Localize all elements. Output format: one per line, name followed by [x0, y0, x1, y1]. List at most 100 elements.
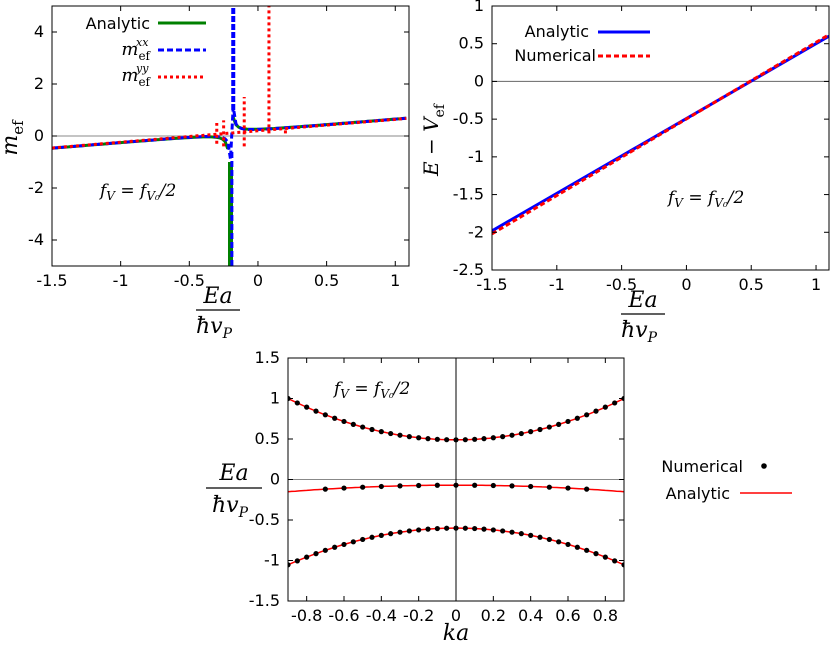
y-tick-label: 0 — [474, 71, 484, 90]
numerical-point — [584, 547, 590, 553]
x-tick-label: 0.6 — [555, 606, 580, 625]
numerical-point — [322, 547, 328, 553]
numerical-point — [397, 483, 403, 489]
numerical-point — [500, 528, 506, 534]
numerical-point — [546, 484, 552, 490]
x-tick-label: -0.4 — [366, 606, 397, 625]
y-tick-label: -4 — [28, 230, 44, 249]
numerical-point — [602, 404, 608, 410]
numerical-point — [528, 429, 534, 435]
numerical-point — [565, 541, 571, 548]
y-tick-label: -0.5 — [249, 510, 280, 529]
panel-meff: -1.5 -1 -0.5 0 0.5 1 4 2 0 -2 -4 mef Ea ħvP fV = f… — [0, 5, 410, 342]
y-tick-label: 0.5 — [255, 429, 280, 448]
x-tick-label: -1.5 — [476, 275, 507, 294]
numerical-point — [556, 539, 562, 545]
numerical-point — [593, 551, 599, 557]
numerical-point — [294, 558, 300, 564]
numerical-point — [490, 527, 496, 533]
panel-bands-annotation: fV = fV₀/2 — [332, 379, 410, 401]
x-tick-label: -0.5 — [606, 275, 637, 294]
panel-meff-annotation: fV = fV₀/2 — [98, 181, 176, 203]
numerical-point — [565, 418, 571, 425]
numerical-point — [294, 400, 300, 406]
svg-text:Analytic: Analytic — [86, 14, 150, 33]
y-tick-label: 1.5 — [255, 348, 280, 367]
numerical-point — [304, 554, 310, 560]
panel-energy-legend: Analytic Numerical — [514, 22, 650, 65]
x-tick-label: -1 — [113, 271, 129, 290]
x-tick-label: -0.8 — [291, 606, 322, 625]
numerical-point — [612, 558, 618, 564]
y-tick-label: -2.5 — [453, 260, 484, 279]
numerical-point — [288, 562, 291, 568]
numerical-point — [369, 534, 375, 540]
numerical-point — [584, 412, 590, 418]
numerical-point — [546, 424, 552, 430]
y-tick-label: -0.5 — [453, 109, 484, 128]
svg-text:Ea: Ea — [627, 288, 657, 313]
y-tick-label: 0.5 — [459, 34, 484, 53]
legend-numerical-swatch — [761, 463, 767, 469]
y-tick-label: -1 — [264, 551, 280, 570]
svg-text:ħvP: ħvP — [212, 493, 249, 521]
numerical-point — [481, 436, 487, 442]
numerical-point — [490, 482, 496, 489]
y-tick-label: 4 — [34, 22, 44, 41]
numerical-point — [444, 525, 450, 531]
panel-bands-legend: Numerical Analytic — [661, 457, 792, 503]
x-tick-label: 1 — [390, 271, 400, 290]
panel-meff-xlabel: Ea ħvP — [196, 284, 240, 342]
numerical-point — [472, 436, 478, 442]
y-tick-label: -1 — [468, 147, 484, 166]
y-tick-label: 1 — [270, 389, 280, 408]
numerical-point — [565, 485, 571, 491]
numerical-point — [621, 562, 624, 568]
svg-text:E − Vef: E − Vef — [419, 102, 448, 177]
x-tick-label: 0 — [451, 606, 461, 625]
y-tick-label: -2 — [28, 178, 44, 197]
numerical-point — [593, 408, 599, 414]
numerical-point — [397, 529, 403, 535]
numerical-point — [406, 528, 412, 534]
svg-text:ħvP: ħvP — [196, 314, 233, 342]
series-numerical — [492, 33, 829, 236]
x-tick-label: -0.2 — [403, 606, 434, 625]
numerical-point — [341, 418, 347, 425]
numerical-point — [313, 551, 319, 557]
numerical-point — [546, 536, 552, 543]
numerical-point — [304, 404, 310, 410]
numerical-point — [388, 430, 394, 437]
svg-text:Ea: Ea — [218, 461, 248, 486]
numerical-point — [481, 526, 487, 532]
numerical-point — [332, 415, 338, 421]
x-tick-label: -1 — [549, 275, 565, 294]
svg-text:mefyy: mefyy — [121, 62, 151, 89]
numerical-point — [425, 526, 431, 532]
numerical-point — [528, 483, 534, 490]
numerical-point — [416, 482, 422, 489]
numerical-point — [509, 529, 515, 535]
svg-text:mef: mef — [0, 119, 27, 156]
numerical-point — [472, 482, 478, 488]
numerical-point — [509, 432, 515, 438]
numerical-point — [574, 544, 580, 550]
numerical-point — [350, 539, 356, 545]
series-mxx — [52, 106, 407, 160]
svg-text:Numerical: Numerical — [661, 457, 743, 476]
numerical-point — [602, 554, 608, 560]
series-myy — [52, 116, 407, 150]
y-tick-label: 0 — [34, 126, 44, 145]
panel-bands-ylabel: Ea ħvP — [206, 461, 262, 521]
panel-energy-xlabel: Ea ħvP — [621, 288, 665, 346]
numerical-point — [500, 434, 506, 440]
svg-text:ħvP: ħvP — [621, 318, 658, 346]
panel-energy-series — [492, 33, 829, 236]
panel-energy-frame — [491, 5, 830, 271]
y-tick-label: -1.5 — [249, 591, 280, 610]
numerical-point — [416, 527, 422, 533]
x-tick-label: 1 — [811, 275, 821, 294]
numerical-point — [332, 544, 338, 550]
y-tick-label: 0 — [270, 470, 280, 489]
